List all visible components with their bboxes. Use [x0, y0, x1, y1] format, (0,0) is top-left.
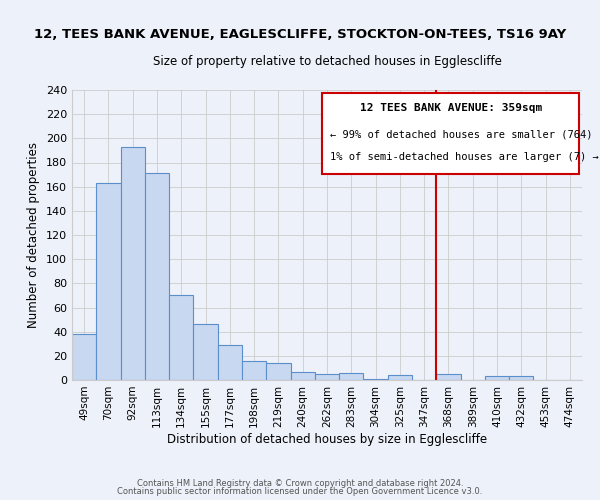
Bar: [388, 375, 412, 380]
Bar: [121, 147, 145, 380]
Bar: [436, 374, 461, 380]
Bar: [193, 324, 218, 380]
Bar: [485, 376, 509, 380]
Text: Contains HM Land Registry data © Crown copyright and database right 2024.: Contains HM Land Registry data © Crown c…: [137, 478, 463, 488]
Bar: [266, 363, 290, 380]
Bar: [169, 296, 193, 380]
Bar: [145, 174, 169, 380]
Text: 1% of semi-detached houses are larger (7) →: 1% of semi-detached houses are larger (7…: [329, 152, 598, 162]
Bar: [290, 372, 315, 380]
Bar: [315, 374, 339, 380]
Text: Contains public sector information licensed under the Open Government Licence v3: Contains public sector information licen…: [118, 487, 482, 496]
Bar: [364, 379, 388, 380]
Text: ← 99% of detached houses are smaller (764): ← 99% of detached houses are smaller (76…: [329, 129, 592, 139]
Bar: [218, 345, 242, 380]
Text: 12 TEES BANK AVENUE: 359sqm: 12 TEES BANK AVENUE: 359sqm: [359, 103, 542, 113]
FancyBboxPatch shape: [322, 93, 580, 174]
Title: Size of property relative to detached houses in Egglescliffe: Size of property relative to detached ho…: [152, 55, 502, 68]
Bar: [72, 334, 96, 380]
Bar: [242, 360, 266, 380]
X-axis label: Distribution of detached houses by size in Egglescliffe: Distribution of detached houses by size …: [167, 432, 487, 446]
Text: 12, TEES BANK AVENUE, EAGLESCLIFFE, STOCKTON-ON-TEES, TS16 9AY: 12, TEES BANK AVENUE, EAGLESCLIFFE, STOC…: [34, 28, 566, 40]
Bar: [96, 183, 121, 380]
Y-axis label: Number of detached properties: Number of detached properties: [28, 142, 40, 328]
Bar: [339, 373, 364, 380]
Bar: [509, 376, 533, 380]
